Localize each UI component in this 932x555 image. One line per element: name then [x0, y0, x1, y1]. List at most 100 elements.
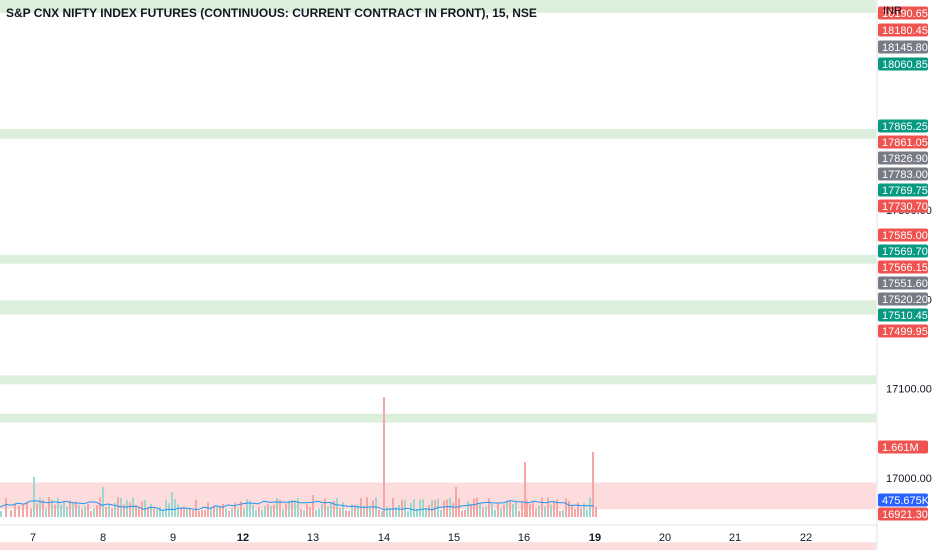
- volume-bar: [123, 504, 125, 517]
- volume-bar: [491, 503, 493, 517]
- volume-bar: [33, 477, 35, 517]
- volume-bar: [192, 509, 194, 517]
- volume-bar: [574, 509, 576, 517]
- volume-bar: [553, 501, 555, 517]
- y-tick-label: 17000.00: [886, 473, 932, 485]
- price-label-text: 16921.30: [882, 509, 928, 521]
- volume-bar: [225, 508, 227, 517]
- volume-bar: [485, 506, 487, 517]
- price-label-text: 17769.75: [882, 185, 928, 197]
- volume-bar: [494, 509, 496, 517]
- price-label-box: [878, 308, 928, 322]
- volume-bar: [416, 508, 418, 517]
- volume-bar: [443, 500, 445, 517]
- volume-bar: [535, 508, 537, 517]
- x-tick-label: 8: [100, 532, 106, 544]
- volume-bar: [276, 498, 278, 517]
- volume-bar: [51, 499, 53, 517]
- x-tick-label: 15: [448, 532, 460, 544]
- volume-bar: [577, 502, 579, 517]
- volume-bar: [497, 503, 499, 517]
- demand-zone: [0, 0, 876, 13]
- volume-bar: [252, 504, 254, 517]
- volume-bar: [168, 503, 170, 517]
- volume-bar: [452, 502, 454, 517]
- volume-bar: [571, 504, 573, 517]
- price-label-text: 18180.45: [882, 25, 928, 37]
- volume-bar: [207, 502, 209, 517]
- price-label-box: [878, 493, 928, 507]
- volume-bar: [503, 504, 505, 517]
- price-label-box: [878, 119, 928, 133]
- volume-bar: [39, 497, 41, 517]
- volume-bar: [144, 499, 146, 517]
- volume-bar: [580, 508, 582, 517]
- price-label-text: 17510.45: [882, 310, 928, 322]
- volume-bar: [84, 506, 86, 517]
- volume-bar: [395, 507, 397, 517]
- volume-bar: [261, 509, 263, 517]
- volume-bar: [562, 509, 564, 517]
- volume-bar: [270, 505, 272, 517]
- volume-bar: [446, 499, 448, 517]
- price-label-box: [878, 57, 928, 71]
- price-label-text: 1.661M: [882, 442, 919, 454]
- volume-bar: [5, 498, 7, 517]
- volume-bar: [568, 500, 570, 517]
- demand-zone: [0, 254, 876, 264]
- price-label-box: [878, 199, 928, 213]
- volume-bar: [538, 505, 540, 517]
- volume-bar: [470, 503, 472, 517]
- volume-bar: [589, 497, 591, 517]
- volume-bar: [449, 497, 451, 517]
- volume-bar: [419, 499, 421, 517]
- volume-bar: [87, 504, 89, 517]
- volume-bar: [180, 507, 182, 517]
- volume-bar: [464, 509, 466, 517]
- price-label-text: 17826.90: [882, 153, 928, 165]
- price-label-box: [878, 40, 928, 54]
- volume-bar: [348, 510, 350, 517]
- volume-bar: [189, 508, 191, 517]
- volume-bar: [521, 500, 523, 517]
- price-label-box: [878, 276, 928, 290]
- price-label-box: [878, 292, 928, 306]
- volume-bar: [515, 501, 517, 517]
- volume-bar: [318, 508, 320, 517]
- volume-bar: [345, 510, 347, 517]
- volume-bar: [526, 499, 528, 517]
- volume-bar: [267, 504, 269, 517]
- volume-bar: [285, 503, 287, 517]
- chart-title: S&P CNX NIFTY INDEX FUTURES (CONTINUOUS:…: [6, 6, 537, 20]
- volume-bar: [165, 499, 167, 517]
- volume-bar: [297, 498, 299, 517]
- volume-bar: [108, 505, 110, 517]
- price-label-box: [878, 6, 928, 20]
- volume-bar: [99, 497, 101, 517]
- volume-bar: [413, 499, 415, 517]
- price-label-text: 17783.00: [882, 169, 928, 181]
- volume-bar: [162, 509, 164, 517]
- volume-bar: [372, 500, 374, 517]
- demand-zone: [0, 413, 876, 423]
- price-label-text: 475.675K: [882, 495, 930, 507]
- price-label-box: [878, 244, 928, 258]
- volume-bar: [90, 510, 92, 517]
- volume-bar: [63, 501, 65, 517]
- volume-bar: [524, 462, 526, 517]
- volume-bar: [407, 510, 409, 517]
- volume-bar: [556, 499, 558, 517]
- price-label-box: [878, 183, 928, 197]
- volume-bar: [544, 506, 546, 517]
- volume-bar: [378, 509, 380, 517]
- volume-bar: [72, 503, 74, 517]
- x-tick-label: 19: [589, 532, 601, 544]
- volume-bar: [120, 498, 122, 517]
- volume-bar: [186, 508, 188, 517]
- volume-bar: [171, 492, 173, 517]
- volume-bar: [321, 504, 323, 517]
- volume-bar: [529, 504, 531, 517]
- volume-bar: [392, 497, 394, 517]
- volume-bar: [291, 500, 293, 517]
